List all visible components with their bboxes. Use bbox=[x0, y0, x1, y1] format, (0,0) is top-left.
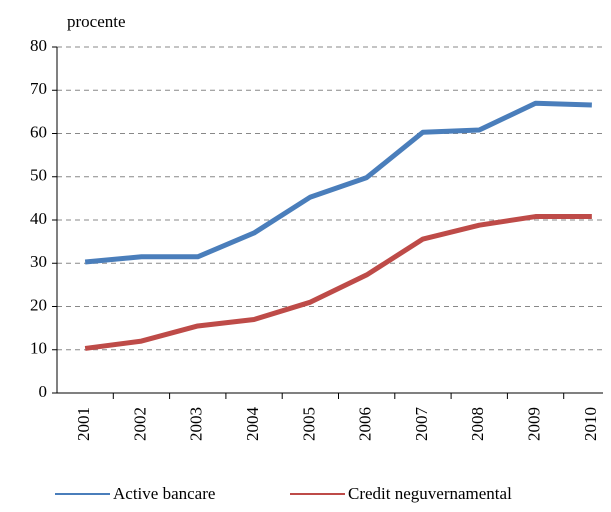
y-tick-label: 80 bbox=[30, 36, 47, 55]
series-line bbox=[84, 100, 592, 265]
y-tick-label: 10 bbox=[30, 339, 47, 358]
x-tick-label: 2002 bbox=[130, 407, 149, 441]
series-line bbox=[84, 214, 592, 351]
x-tick-label: 2003 bbox=[187, 407, 206, 441]
y-tick-label: 50 bbox=[30, 166, 47, 185]
legend-label: Active bancare bbox=[113, 484, 215, 503]
y-tick-label: 40 bbox=[30, 209, 47, 228]
y-tick-label: 70 bbox=[30, 79, 47, 98]
x-tick-label: 2010 bbox=[581, 407, 600, 441]
y-tick-label: 0 bbox=[39, 382, 48, 401]
x-tick-label: 2006 bbox=[356, 407, 375, 441]
x-tick-label: 2005 bbox=[299, 407, 318, 441]
x-tick-label: 2004 bbox=[243, 407, 262, 442]
y-tick-label: 20 bbox=[30, 295, 47, 314]
x-tick-label: 2009 bbox=[524, 407, 543, 441]
y-tick-label: 60 bbox=[30, 122, 47, 141]
y-tick-label: 30 bbox=[30, 252, 47, 271]
x-tick-label: 2008 bbox=[468, 407, 487, 441]
x-tick-label: 2001 bbox=[74, 407, 93, 441]
x-tick-label: 2007 bbox=[412, 407, 431, 442]
y-axis-label: procente bbox=[67, 12, 126, 31]
legend-label: Credit neguvernamental bbox=[348, 484, 512, 503]
